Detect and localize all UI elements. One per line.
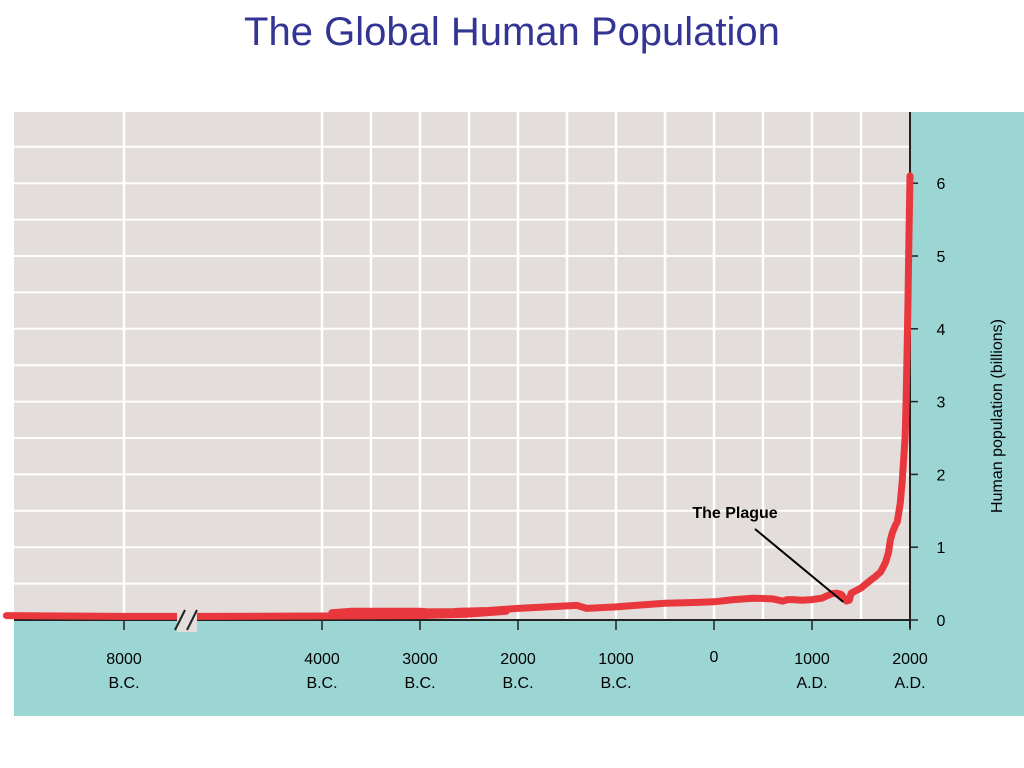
x-tick-label-line2: A.D.: [894, 675, 925, 692]
y-tick-label: 0: [937, 613, 946, 630]
axis-break: [174, 608, 198, 632]
x-tick-label-line1: 8000: [106, 651, 142, 668]
x-tick-label-line1: 1000: [598, 651, 634, 668]
population-line: [2, 172, 914, 620]
chart-title: The Global Human Population: [244, 10, 780, 54]
axis-break-slash: [174, 609, 186, 631]
grid-lines: [14, 112, 910, 620]
axis-break-slash: [186, 609, 198, 631]
x-tick-label-line2: B.C.: [108, 675, 139, 692]
y-tick-label: 3: [937, 395, 946, 412]
y-axis-label: Human population (billions): [989, 319, 1006, 513]
x-tick-label-line1: 1000: [794, 651, 830, 668]
x-tick-label-line1: 2000: [500, 651, 536, 668]
y-tick-label: 6: [937, 176, 946, 193]
x-tick-label-line1: 2000: [892, 651, 928, 668]
y-tick-label: 2: [937, 467, 946, 484]
y-tick-label: 5: [937, 249, 946, 266]
annotation-label: The Plague: [692, 505, 777, 522]
x-tick-label-line2: B.C.: [404, 675, 435, 692]
y-tick-label: 4: [937, 322, 946, 339]
x-tick-label-line2: B.C.: [306, 675, 337, 692]
x-tick-label-line1: 0: [710, 649, 719, 666]
tick-labels: 0 1 2 3 4 5 6 8000 B.C. 4000 B.C. 3000 B.C. 2000 B.C. 1…: [106, 176, 945, 692]
x-tick-label-line2: A.D.: [796, 675, 827, 692]
y-tick-label: 1: [937, 540, 946, 557]
annotation-pointer: [754, 528, 844, 603]
x-tick-label-line1: 3000: [402, 651, 438, 668]
x-tick-label-line1: 4000: [304, 651, 340, 668]
x-tick-label-line2: B.C.: [502, 675, 533, 692]
x-tick-label-line2: B.C.: [600, 675, 631, 692]
